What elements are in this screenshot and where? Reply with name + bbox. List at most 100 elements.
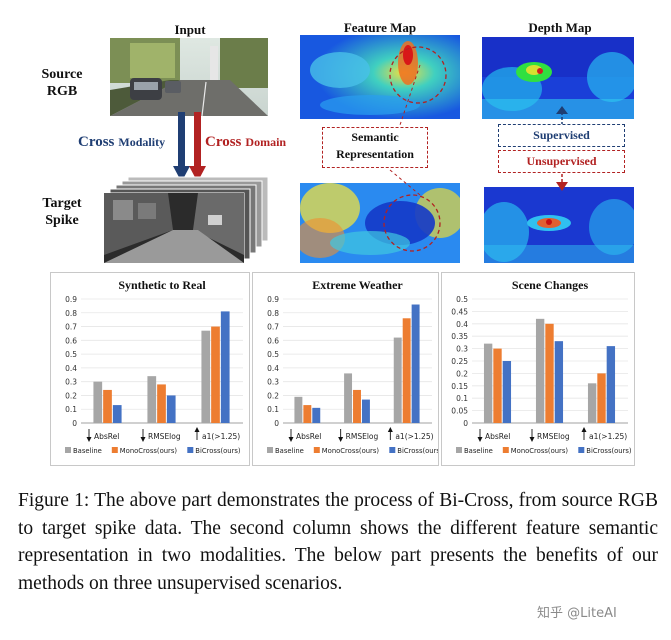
bar-bicross-2 — [606, 346, 616, 423]
arrow-down-icon — [338, 437, 344, 442]
y-tick-label: 0.4 — [267, 364, 279, 373]
y-tick-label: 0.6 — [267, 336, 279, 345]
feature-map-target — [300, 183, 460, 263]
y-tick-label: 0.5 — [65, 350, 77, 359]
chart-scene-changes: Scene Changes 0 0.05 0.1 0.15 0.2 0.25 0.3 0.35 0… — [441, 272, 635, 466]
category-label: a1(>1.25) — [589, 432, 627, 441]
arrow-up-icon — [387, 427, 393, 432]
arrow-down-icon — [288, 437, 294, 442]
legend-label-baseline: Baseline — [73, 447, 102, 455]
bar-baseline-2 — [587, 383, 597, 423]
bar-baseline-0 — [483, 343, 493, 423]
chart-svg-0: Synthetic to Real 0 0.1 0.2 0.3 0.4 0.5 0.6 0.7 0… — [65, 278, 243, 455]
bar-monocross-1 — [545, 323, 554, 423]
legend-swatch-bicross — [389, 447, 396, 453]
y-tick-label: 0.15 — [451, 382, 468, 391]
arrow-down-icon — [529, 437, 535, 442]
y-tick-label: 0.4 — [65, 364, 77, 373]
input-header: Input — [174, 22, 206, 37]
supervision-arrows — [556, 106, 568, 191]
source-rgb-label: Source RGB — [26, 66, 98, 100]
bar-monocross-1 — [353, 389, 361, 423]
bar-bicross-1 — [361, 399, 370, 423]
arrow-up-icon — [581, 427, 587, 432]
bar-bicross-1 — [166, 395, 176, 423]
semantic-box-line1: Semantic — [351, 130, 399, 144]
bar-monocross-0 — [103, 389, 112, 423]
y-tick-label: 0.1 — [65, 405, 77, 414]
bar-monocross-2 — [211, 326, 220, 423]
arrow-down-icon — [86, 437, 92, 442]
category-label: AbsRel — [485, 432, 510, 441]
bar-baseline-0 — [294, 396, 303, 423]
bar-baseline-1 — [535, 318, 545, 423]
legend-swatch-baseline — [267, 447, 273, 453]
y-tick-label: 0.5 — [456, 295, 468, 304]
legend-label-monocross: MonoCross(ours) — [322, 447, 380, 455]
y-tick-label: 0.7 — [65, 323, 77, 332]
y-tick-label: 0.9 — [65, 295, 77, 304]
y-tick-label: 0 — [72, 419, 77, 428]
y-tick-label: 0.7 — [267, 323, 279, 332]
y-tick-label: 0.45 — [451, 307, 468, 316]
chart-svg-2: Scene Changes 0 0.05 0.1 0.15 0.2 0.25 0.3 0.35 0… — [451, 278, 632, 455]
y-tick-label: 0.9 — [267, 295, 279, 304]
source-label-line2: RGB — [46, 84, 78, 99]
legend-label-bicross: BiCross(ours) — [586, 447, 632, 455]
y-tick-label: 0.8 — [267, 309, 279, 318]
source-label-line1: Source — [41, 67, 83, 82]
feature-map-source — [300, 35, 460, 119]
legend-swatch-bicross — [578, 447, 585, 453]
cross-arrows — [173, 112, 206, 182]
semantic-connectors — [389, 64, 421, 196]
category-label: a1(>1.25) — [395, 432, 433, 441]
y-tick-label: 0.2 — [65, 391, 77, 400]
bar-monocross-1 — [157, 384, 166, 423]
category-label: AbsRel — [94, 432, 119, 441]
bar-baseline-2 — [201, 330, 211, 423]
semantic-box-line2: Representation — [336, 147, 414, 161]
cross-domain-sub: Domain — [245, 135, 287, 149]
category-label: RMSElog — [346, 432, 379, 441]
arrow-up-icon — [194, 427, 200, 432]
legend-swatch-baseline — [456, 447, 462, 453]
y-tick-label: 0.3 — [65, 378, 77, 387]
chart-title: Synthetic to Real — [118, 278, 206, 292]
bar-monocross-0 — [303, 405, 312, 423]
y-tick-label: 0.3 — [267, 378, 279, 387]
figure-caption: Figure 1: The above part demonstrates th… — [18, 490, 658, 594]
y-tick-label: 0.2 — [456, 369, 468, 378]
bar-monocross-0 — [493, 348, 502, 423]
y-tick-label: 0.25 — [451, 357, 468, 366]
legend-swatch-monocross — [502, 447, 509, 453]
y-tick-label: 0.1 — [456, 394, 468, 403]
depth-map-source — [482, 37, 634, 119]
bar-bicross-0 — [502, 361, 512, 423]
legend-swatch-monocross — [111, 447, 118, 453]
bar-monocross-2 — [402, 318, 411, 423]
category-label: RMSElog — [537, 432, 570, 441]
target-label-line2: Spike — [45, 213, 79, 228]
cross-domain-arrow — [194, 112, 201, 168]
target-spike-image — [103, 176, 269, 264]
legend-swatch-baseline — [65, 447, 71, 453]
bar-bicross-0 — [112, 405, 122, 423]
legend-swatch-bicross — [187, 447, 194, 453]
y-tick-label: 0.6 — [65, 336, 77, 345]
target-label-line1: Target — [42, 196, 82, 211]
y-tick-label: 0.2 — [267, 391, 279, 400]
cross-modality-word: Cross — [78, 134, 115, 150]
feature-map-header: Feature Map — [343, 20, 417, 35]
supervised-box: Supervised — [498, 124, 625, 147]
source-rgb-image — [110, 38, 268, 116]
bar-baseline-1 — [344, 373, 353, 423]
bar-bicross-2 — [411, 304, 420, 423]
legend-label-bicross: BiCross(ours) — [195, 447, 241, 455]
y-tick-label: 0.8 — [65, 309, 77, 318]
unsupervised-box: Unsupervised — [498, 150, 625, 173]
arrow-down-icon — [477, 437, 483, 442]
bar-bicross-2 — [220, 311, 230, 423]
y-tick-label: 0.3 — [456, 345, 468, 354]
category-label: a1(>1.25) — [202, 432, 240, 441]
bar-monocross-2 — [597, 373, 606, 423]
